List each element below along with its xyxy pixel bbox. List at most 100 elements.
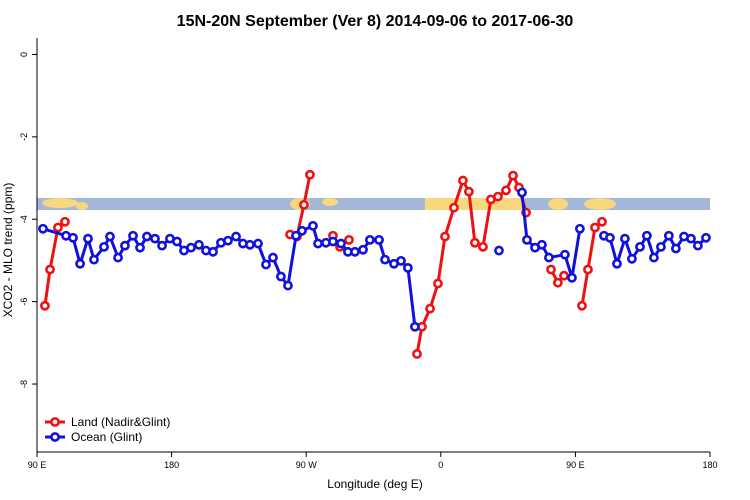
x-tick-label: 180 (702, 460, 717, 470)
land-blob (548, 198, 568, 210)
point (649, 252, 659, 263)
point (508, 170, 518, 181)
series-line (415, 174, 528, 355)
point (336, 238, 346, 249)
point (299, 199, 309, 210)
point (412, 349, 422, 359)
land-blob (76, 202, 88, 210)
point (656, 241, 666, 252)
point (350, 246, 360, 257)
point (358, 244, 368, 255)
point (458, 175, 468, 186)
land-blob (584, 198, 616, 210)
point (283, 280, 293, 291)
point (186, 242, 196, 253)
chart-title: 15N-20N September (Ver 8) 2014-09-06 to … (177, 13, 574, 30)
point (692, 240, 703, 251)
point (135, 242, 145, 253)
series (38, 187, 711, 332)
point (686, 233, 696, 244)
point (478, 241, 488, 252)
point (128, 230, 138, 241)
point (380, 254, 390, 265)
map-strip (37, 198, 710, 210)
point (45, 264, 55, 275)
land-blob (42, 198, 78, 208)
point (559, 270, 569, 281)
point (60, 216, 70, 227)
point (268, 252, 278, 263)
point (577, 300, 587, 311)
point (40, 300, 50, 311)
point (231, 231, 241, 242)
x-tick-label: 180 (164, 460, 179, 470)
point (671, 243, 681, 254)
point (590, 222, 600, 233)
point (493, 191, 503, 202)
point (536, 239, 547, 250)
point (501, 185, 511, 196)
point (365, 234, 375, 245)
point (68, 232, 78, 243)
point (635, 241, 645, 252)
x-tick-label: 0 (438, 460, 443, 470)
point (344, 234, 354, 245)
point (410, 321, 420, 332)
ocean-strip (37, 198, 710, 210)
y-tick-label: -2 (19, 133, 29, 141)
land-blob (322, 198, 338, 206)
point (663, 230, 674, 241)
legend-marker (50, 417, 60, 427)
point (305, 169, 315, 180)
point (223, 235, 233, 246)
point (157, 240, 167, 251)
point (449, 202, 459, 213)
point (253, 238, 263, 249)
point (83, 233, 93, 244)
point (546, 264, 556, 275)
point (396, 255, 406, 266)
point (494, 245, 504, 256)
x-axis-label: Longitude (deg E) (327, 477, 422, 491)
point (425, 303, 435, 314)
x-tick-label: 90 W (296, 460, 318, 470)
point (402, 262, 413, 273)
point (150, 233, 160, 244)
point (328, 236, 338, 247)
y-axis-label: XCO2 - MLO trend (ppm) (1, 183, 15, 318)
point (574, 223, 585, 234)
point (291, 230, 301, 241)
point (440, 231, 450, 242)
point (313, 238, 323, 249)
point (627, 253, 637, 264)
point (612, 258, 622, 269)
point (522, 234, 532, 245)
point (208, 246, 218, 257)
point (553, 277, 563, 288)
point (469, 237, 480, 248)
point (53, 222, 63, 233)
land-blob (425, 198, 525, 210)
point (120, 240, 130, 251)
point (433, 278, 443, 289)
x-tick-label: 90 E (566, 460, 585, 470)
point (641, 230, 652, 241)
y-tick-label: -4 (19, 215, 29, 223)
point (194, 239, 204, 250)
point (245, 239, 255, 250)
point (308, 220, 318, 231)
point (605, 232, 615, 243)
point (374, 234, 384, 245)
point (89, 254, 99, 265)
point (261, 259, 271, 270)
point (567, 272, 577, 283)
x-tick-label: 90 E (28, 460, 47, 470)
y-tick-label: -6 (19, 298, 29, 306)
point (620, 233, 630, 244)
legend-label: Land (Nadir&Glint) (71, 415, 170, 429)
point (105, 231, 115, 242)
point (142, 231, 152, 242)
legend-marker (50, 432, 60, 442)
point (38, 223, 48, 234)
